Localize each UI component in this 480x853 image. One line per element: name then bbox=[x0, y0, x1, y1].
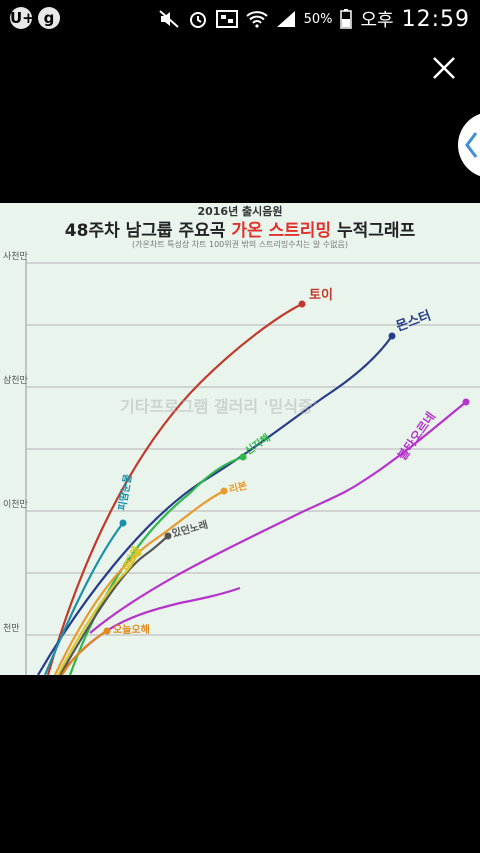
series-label: 오늘오해 bbox=[113, 623, 150, 636]
y-tick-label: 삼천만 bbox=[3, 375, 28, 386]
notification-icons: U+ g bbox=[10, 7, 60, 29]
series-endpoint bbox=[462, 398, 470, 406]
series-label: 피땀눈물 bbox=[115, 473, 134, 512]
signal-icon bbox=[276, 11, 295, 27]
chart-watermark: 기타프로그램 갤러리 '믿식중' bbox=[120, 397, 318, 416]
chart-title-pre: 48주차 남그룹 주요곡 bbox=[64, 221, 232, 241]
wifi-icon bbox=[245, 11, 268, 28]
y-tick-label: 이천만 bbox=[3, 499, 28, 510]
chevron-left-icon bbox=[465, 132, 478, 158]
series-endpoint bbox=[239, 453, 247, 461]
system-icons: 50% 오후 12:59 bbox=[158, 6, 470, 32]
series-line-10 bbox=[61, 630, 108, 675]
battery-percent: 50% bbox=[303, 11, 333, 27]
y-tick-label: 사천만 bbox=[3, 251, 28, 262]
series-label: 리본 bbox=[227, 479, 248, 496]
series-line-9 bbox=[57, 552, 139, 675]
series-endpoint bbox=[119, 519, 127, 527]
series-label: 신지해 bbox=[242, 431, 272, 457]
chart-title-year: 2016년 출시음원 bbox=[197, 205, 283, 218]
image-viewer[interactable]: 사천만 삼천만 이천만 천만 토이 몬스터 불타오르네 피땀눈물 신지해 리본 있던노래 세다에 오늘… bbox=[0, 203, 480, 675]
screenshot-icon bbox=[215, 10, 238, 28]
series-line-4 bbox=[89, 401, 467, 634]
chart-title: 48주차 남그룹 주요곡 가온 스트리밍 누적그래프 bbox=[0, 216, 480, 241]
series-label: 토이 bbox=[309, 287, 333, 303]
mute-icon bbox=[158, 10, 179, 28]
clock-ampm: 오후 bbox=[360, 10, 394, 31]
chart-subtitle: (가온차트 특성상 차트 100위권 밖의 스트리밍수치는 알 수없음) bbox=[132, 240, 348, 249]
close-icon[interactable] bbox=[432, 56, 456, 80]
series-line-5 bbox=[43, 522, 124, 675]
series-line-7 bbox=[54, 490, 225, 675]
status-bar: U+ g 50% 오후 1 bbox=[0, 0, 480, 36]
chart-title-post: 누적그래프 bbox=[331, 221, 416, 241]
battery-icon bbox=[340, 9, 353, 29]
series-label: 있던노래 bbox=[170, 518, 209, 540]
side-panel-handle[interactable] bbox=[458, 112, 480, 178]
chart-title-highlight: 가온 스트리밍 bbox=[231, 221, 332, 241]
uplus-icon: U+ bbox=[10, 7, 35, 29]
series-label: 몬스터 bbox=[394, 307, 433, 334]
series-label: 불타오르네 bbox=[394, 409, 438, 463]
series-line-1 bbox=[46, 303, 303, 675]
g-app-icon: g bbox=[38, 7, 60, 29]
series-endpoint bbox=[298, 300, 306, 308]
series-line-8 bbox=[59, 535, 169, 675]
alarm-icon bbox=[189, 12, 206, 28]
series-endpoint bbox=[134, 549, 142, 557]
series-endpoint bbox=[164, 532, 172, 540]
series-endpoint bbox=[103, 627, 111, 635]
clock-time: 12:59 bbox=[401, 6, 470, 32]
series-endpoint bbox=[220, 487, 228, 495]
y-tick-label: 천만 bbox=[3, 623, 20, 634]
series-endpoint bbox=[388, 332, 396, 340]
